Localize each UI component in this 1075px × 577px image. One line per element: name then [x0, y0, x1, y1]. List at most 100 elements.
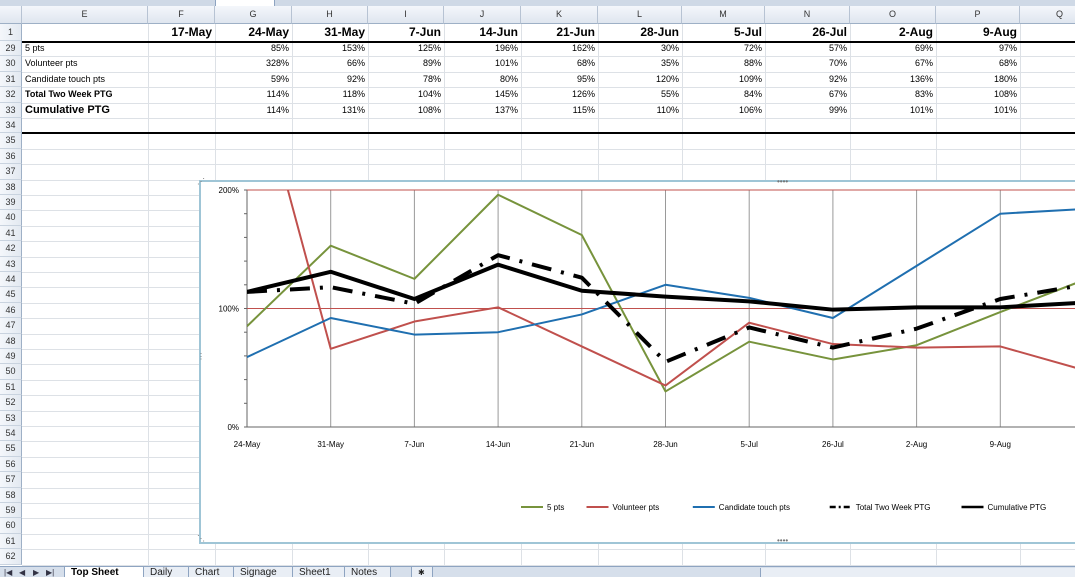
row-header[interactable]: 59	[0, 503, 22, 519]
value-cell[interactable]: 78%	[422, 73, 441, 84]
value-cell[interactable]: 84%	[743, 89, 762, 100]
prev-sheet-icon[interactable]: ◀	[19, 568, 26, 577]
column-header[interactable]: K	[521, 6, 598, 24]
row-header[interactable]: 35	[0, 133, 22, 149]
date-header-cell[interactable]: 14-Jun	[479, 25, 518, 39]
sheet-tab-top-sheet[interactable]: Top Sheet	[64, 567, 145, 577]
value-cell[interactable]: 136%	[909, 73, 933, 84]
date-header-cell[interactable]: 31-May	[324, 25, 365, 39]
row-label-cell[interactable]: 5 pts	[25, 43, 45, 53]
chart-resize-handle-left[interactable]: ⋮	[197, 352, 205, 361]
row-header[interactable]: 58	[0, 487, 22, 503]
row-label-cell[interactable]: Total Two Week PTG	[25, 89, 113, 100]
value-cell[interactable]: 35%	[660, 58, 679, 69]
row-label-cell[interactable]: Volunteer pts	[25, 58, 78, 69]
row-header[interactable]: 49	[0, 349, 22, 365]
value-cell[interactable]: 137%	[494, 104, 518, 115]
value-cell[interactable]: 145%	[494, 89, 518, 100]
value-cell[interactable]: 108%	[993, 89, 1017, 100]
value-cell[interactable]: 67%	[914, 58, 933, 69]
select-all-corner[interactable]	[0, 6, 22, 24]
row-header[interactable]: 57	[0, 472, 22, 488]
value-cell[interactable]: 80%	[499, 73, 518, 84]
value-cell[interactable]: 70%	[828, 58, 847, 69]
row-header[interactable]: 62	[0, 549, 22, 565]
chart-resize-handle-top[interactable]: ••••	[777, 177, 789, 186]
row-header[interactable]: 36	[0, 148, 22, 165]
value-cell[interactable]: 57%	[828, 43, 847, 53]
date-header-cell[interactable]: 28-Jun	[640, 25, 679, 39]
column-header[interactable]: G	[215, 6, 292, 24]
value-cell[interactable]: 115%	[572, 104, 595, 115]
row-header[interactable]: 56	[0, 456, 22, 473]
value-cell[interactable]: 95%	[576, 73, 595, 84]
value-cell[interactable]: 131%	[341, 104, 365, 115]
column-header[interactable]: F	[148, 6, 215, 24]
value-cell[interactable]: 99%	[828, 104, 847, 115]
column-header[interactable]: L	[598, 6, 682, 24]
value-cell[interactable]: 106%	[738, 104, 762, 115]
date-header-cell[interactable]: 16	[1020, 24, 1075, 41]
value-cell[interactable]: 66%	[346, 58, 365, 69]
row-header[interactable]: 45	[0, 287, 22, 303]
date-header-cell[interactable]: 17-May	[171, 25, 212, 39]
value-cell[interactable]: 110%	[656, 104, 679, 115]
row-header[interactable]: 43	[0, 256, 22, 272]
value-cell[interactable]: 114%	[266, 89, 289, 100]
value-cell[interactable]: 109%	[738, 73, 762, 84]
column-header[interactable]: N	[765, 6, 850, 24]
embedded-line-chart[interactable]: •••• •••• ⋰ ⋮ ⋱ 200% 100% 0% 24-May 31-May 7-…	[197, 177, 1075, 545]
value-cell[interactable]: 153%	[341, 43, 365, 53]
column-header[interactable]: Q	[1020, 6, 1075, 24]
row-header[interactable]: 42	[0, 241, 22, 257]
row-header[interactable]: 47	[0, 318, 22, 334]
row-header[interactable]: 41	[0, 225, 22, 242]
row-header[interactable]: 54	[0, 426, 22, 442]
horizontal-scrollbar[interactable]	[760, 568, 1075, 577]
value-cell[interactable]: 196%	[494, 43, 518, 53]
date-header-cell[interactable]: 9-Aug	[983, 25, 1017, 39]
chart-resize-handle-topleft[interactable]: ⋰	[197, 177, 205, 186]
column-header[interactable]: M	[682, 6, 765, 24]
date-header-cell[interactable]: 5-Jul	[733, 25, 762, 39]
column-header[interactable]: P	[936, 6, 1020, 24]
value-cell[interactable]: 101%	[494, 58, 518, 69]
value-cell[interactable]: 104%	[417, 89, 441, 100]
value-cell[interactable]: 97%	[998, 43, 1017, 53]
value-cell[interactable]: 108%	[417, 104, 441, 115]
value-cell[interactable]: 83%	[914, 89, 933, 100]
row-header[interactable]: 60	[0, 518, 22, 534]
column-header[interactable]: H	[292, 6, 368, 24]
row-header[interactable]: 38	[0, 179, 22, 195]
next-sheet-icon[interactable]: ▶	[33, 568, 40, 577]
row-header[interactable]: 51	[0, 379, 22, 396]
row-header[interactable]: 34	[0, 118, 22, 134]
row-header[interactable]: 39	[0, 195, 22, 211]
column-header[interactable]: J	[444, 6, 521, 24]
value-cell[interactable]: 118%	[342, 89, 365, 100]
value-cell[interactable]: 59%	[270, 73, 289, 84]
value-cell[interactable]: 88%	[743, 58, 762, 69]
row-header[interactable]: 40	[0, 210, 22, 226]
value-cell[interactable]: 328%	[265, 58, 289, 69]
date-header-cell[interactable]: 24-May	[248, 25, 289, 39]
value-cell[interactable]: 68%	[576, 58, 595, 69]
row-header[interactable]: 61	[0, 533, 22, 550]
sheet-tab-chart[interactable]: Chart	[188, 567, 235, 577]
value-cell[interactable]: 69%	[914, 43, 933, 53]
column-header[interactable]: O	[850, 6, 936, 24]
value-cell[interactable]: 162%	[571, 43, 595, 53]
row-header[interactable]: 52	[0, 395, 22, 411]
date-header-cell[interactable]: 7-Jun	[408, 25, 441, 39]
value-cell[interactable]: 125%	[417, 43, 441, 53]
value-cell[interactable]: 101%	[993, 104, 1017, 115]
row-header[interactable]: 44	[0, 272, 22, 288]
value-cell[interactable]: 89%	[422, 58, 441, 69]
row-header[interactable]: 53	[0, 410, 22, 426]
row-label-cell[interactable]: Candidate touch pts	[25, 73, 106, 84]
row-header[interactable]: 46	[0, 302, 22, 319]
value-cell[interactable]: 30%	[660, 43, 679, 53]
value-cell[interactable]: 126%	[571, 89, 595, 100]
first-sheet-icon[interactable]: |◀	[4, 568, 13, 577]
